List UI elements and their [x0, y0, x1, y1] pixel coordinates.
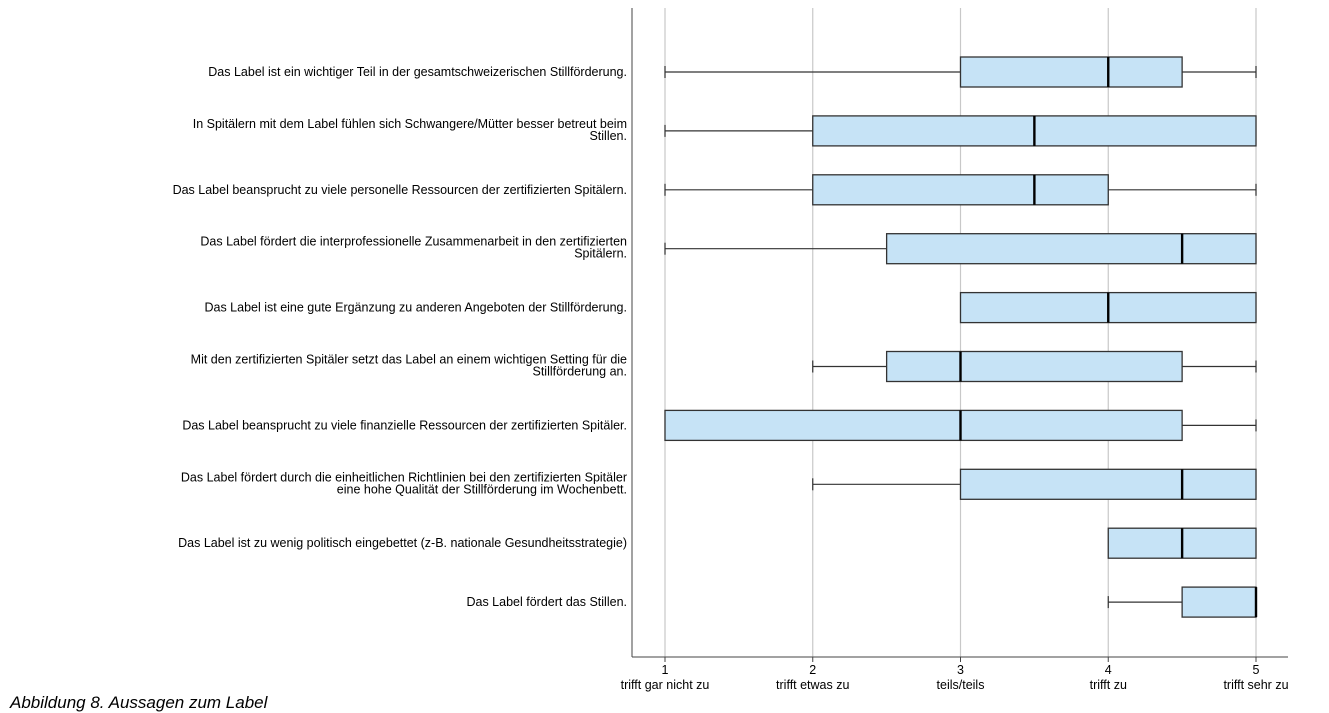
box-item-7: [664, 409, 1257, 442]
category-label-4: Das Label fördert die interprofessionell…: [200, 235, 627, 261]
x-tick-label-2: 2: [809, 663, 816, 677]
category-label-line: Stillförderung an.: [532, 365, 627, 379]
box-item-1: [664, 56, 1257, 88]
box-item-4: [664, 233, 1257, 265]
x-tick-label-4: 4: [1105, 663, 1112, 677]
category-label-line: Das Label ist eine gute Ergänzung zu and…: [204, 301, 627, 315]
box-item-9: [1107, 527, 1257, 559]
category-label-2: In Spitälern mit dem Label fühlen sich S…: [193, 117, 627, 143]
category-label-line: Stillen.: [589, 129, 627, 143]
box-item-6: [812, 350, 1257, 383]
box-item-3: [664, 174, 1257, 206]
category-label-5: Das Label ist eine gute Ergänzung zu and…: [204, 301, 627, 315]
x-tick-text-2: trifft etwas zu: [776, 678, 849, 692]
category-label-3: Das Label beansprucht zu viele personell…: [173, 183, 627, 197]
x-tick-text-5: trifft sehr zu: [1223, 678, 1288, 692]
category-label-10: Das Label fördert das Stillen.: [466, 595, 627, 609]
iqr-box: [1181, 586, 1257, 618]
category-label-1: Das Label ist ein wichtiger Teil in der …: [208, 65, 627, 79]
category-label-9: Das Label ist zu wenig politisch eingebe…: [178, 536, 627, 550]
category-label-8: Das Label fördert durch die einheitliche…: [181, 470, 627, 496]
iqr-box: [664, 409, 1183, 442]
category-label-line: Das Label ist ein wichtiger Teil in der …: [208, 65, 627, 79]
category-label-line: Das Label fördert das Stillen.: [466, 595, 627, 609]
category-label-line: Das Label beansprucht zu viele finanziel…: [182, 418, 627, 432]
iqr-box: [885, 233, 1257, 265]
category-label-7: Das Label beansprucht zu viele finanziel…: [182, 418, 627, 432]
category-label-6: Mit den zertifizierten Spitäler setzt da…: [191, 353, 627, 379]
iqr-box: [812, 174, 1109, 206]
category-label-line: Das Label beansprucht zu viele personell…: [173, 183, 627, 197]
boxes: [664, 56, 1258, 618]
category-label-line: Das Label ist zu wenig politisch eingebe…: [178, 536, 627, 550]
x-tick-label-3: 3: [957, 663, 964, 677]
x-tick-text-3: teils/teils: [937, 678, 985, 692]
x-tick-label-5: 5: [1253, 663, 1260, 677]
box-item-5: [959, 291, 1257, 324]
x-tick-text-4: trifft zu: [1090, 678, 1127, 692]
x-tick-label-1: 1: [662, 663, 669, 677]
category-labels: Das Label ist ein wichtiger Teil in der …: [173, 65, 627, 609]
box-item-8: [812, 468, 1257, 500]
category-label-line: In Spitälern mit dem Label fühlen sich S…: [193, 117, 627, 131]
box-item-2: [664, 115, 1257, 147]
gridlines: [664, 8, 1257, 657]
category-label-line: Das Label fördert die interprofessionell…: [200, 235, 627, 249]
x-tick-text-1: trifft gar nicht zu: [621, 678, 710, 692]
category-label-line: Das Label fördert durch die einheitliche…: [181, 470, 627, 484]
category-label-line: Mit den zertifizierten Spitäler setzt da…: [191, 353, 627, 367]
category-label-line: eine hohe Qualität der Stillförderung im…: [337, 482, 627, 496]
category-label-line: Spitälern.: [574, 247, 627, 261]
iqr-box: [959, 468, 1257, 500]
iqr-box: [959, 56, 1183, 88]
box-item-10: [1107, 586, 1258, 618]
iqr-box: [885, 350, 1183, 383]
figure-caption: Abbildung 8. Aussagen zum Label: [10, 693, 268, 712]
